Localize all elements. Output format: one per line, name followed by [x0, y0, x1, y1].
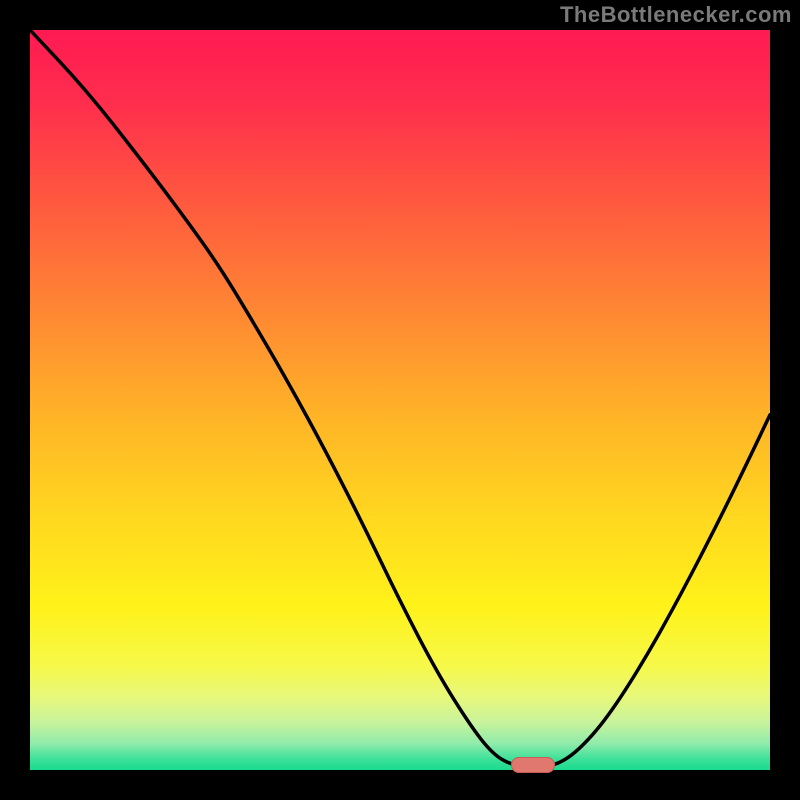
plot-area — [30, 30, 770, 770]
bottleneck-curve — [30, 30, 770, 770]
watermark-text: TheBottlenecker.com — [560, 2, 792, 28]
optimal-marker — [511, 757, 555, 773]
chart-frame: TheBottlenecker.com — [0, 0, 800, 800]
